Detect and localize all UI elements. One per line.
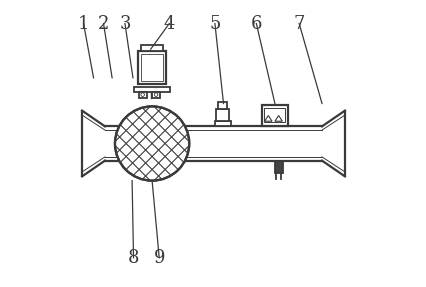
Bar (262, 105, 287, 126)
Bar (138, 51, 165, 84)
Bar (218, 102, 227, 109)
Text: 4: 4 (163, 15, 175, 32)
Text: 7: 7 (293, 15, 304, 32)
Text: 3: 3 (119, 15, 130, 32)
Circle shape (154, 93, 158, 96)
Text: 1: 1 (78, 15, 89, 32)
Circle shape (141, 93, 144, 96)
Circle shape (115, 106, 189, 181)
Bar (141, 54, 162, 81)
Text: 2: 2 (98, 15, 109, 32)
Text: 6: 6 (250, 15, 262, 32)
Bar (274, 161, 282, 173)
Bar (214, 121, 230, 126)
Bar (152, 92, 160, 98)
Bar (138, 92, 146, 98)
Bar (134, 87, 170, 92)
Bar (264, 108, 285, 122)
Text: 9: 9 (153, 249, 164, 267)
Text: 8: 8 (127, 249, 139, 267)
Text: 5: 5 (209, 15, 220, 32)
Bar (141, 45, 162, 51)
Bar (216, 109, 229, 121)
Bar (105, 126, 321, 161)
